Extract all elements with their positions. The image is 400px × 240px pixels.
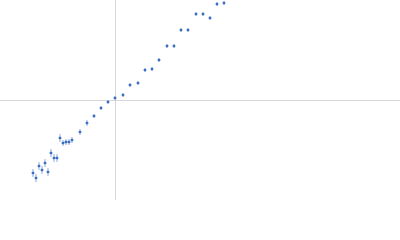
- point: [194, 12, 198, 16]
- point: [106, 100, 110, 104]
- point: [52, 156, 56, 160]
- point: [136, 81, 140, 85]
- point: [179, 28, 183, 32]
- point: [85, 121, 89, 125]
- point: [143, 68, 147, 72]
- point: [58, 136, 62, 140]
- point: [31, 171, 35, 175]
- point: [128, 83, 132, 87]
- point: [49, 151, 53, 155]
- point: [43, 161, 47, 165]
- point: [40, 168, 44, 172]
- point: [150, 67, 154, 71]
- point: [201, 12, 205, 16]
- point: [37, 164, 41, 168]
- point: [208, 16, 212, 20]
- point: [64, 140, 68, 144]
- point: [157, 58, 161, 62]
- point: [172, 44, 176, 48]
- page: (() => { const data = JSON.parse(documen…: [0, 0, 400, 200]
- chart: [0, 0, 400, 200]
- point: [67, 140, 71, 144]
- point: [92, 114, 96, 118]
- point: [99, 106, 103, 110]
- point: [46, 170, 50, 174]
- point: [186, 28, 190, 32]
- point: [61, 141, 65, 145]
- point: [55, 156, 59, 160]
- point: [165, 44, 169, 48]
- point: [222, 1, 226, 5]
- point: [215, 2, 219, 6]
- point: [121, 93, 125, 97]
- point: [113, 96, 117, 100]
- point: [78, 130, 82, 134]
- point: [70, 138, 74, 142]
- point: [34, 176, 38, 180]
